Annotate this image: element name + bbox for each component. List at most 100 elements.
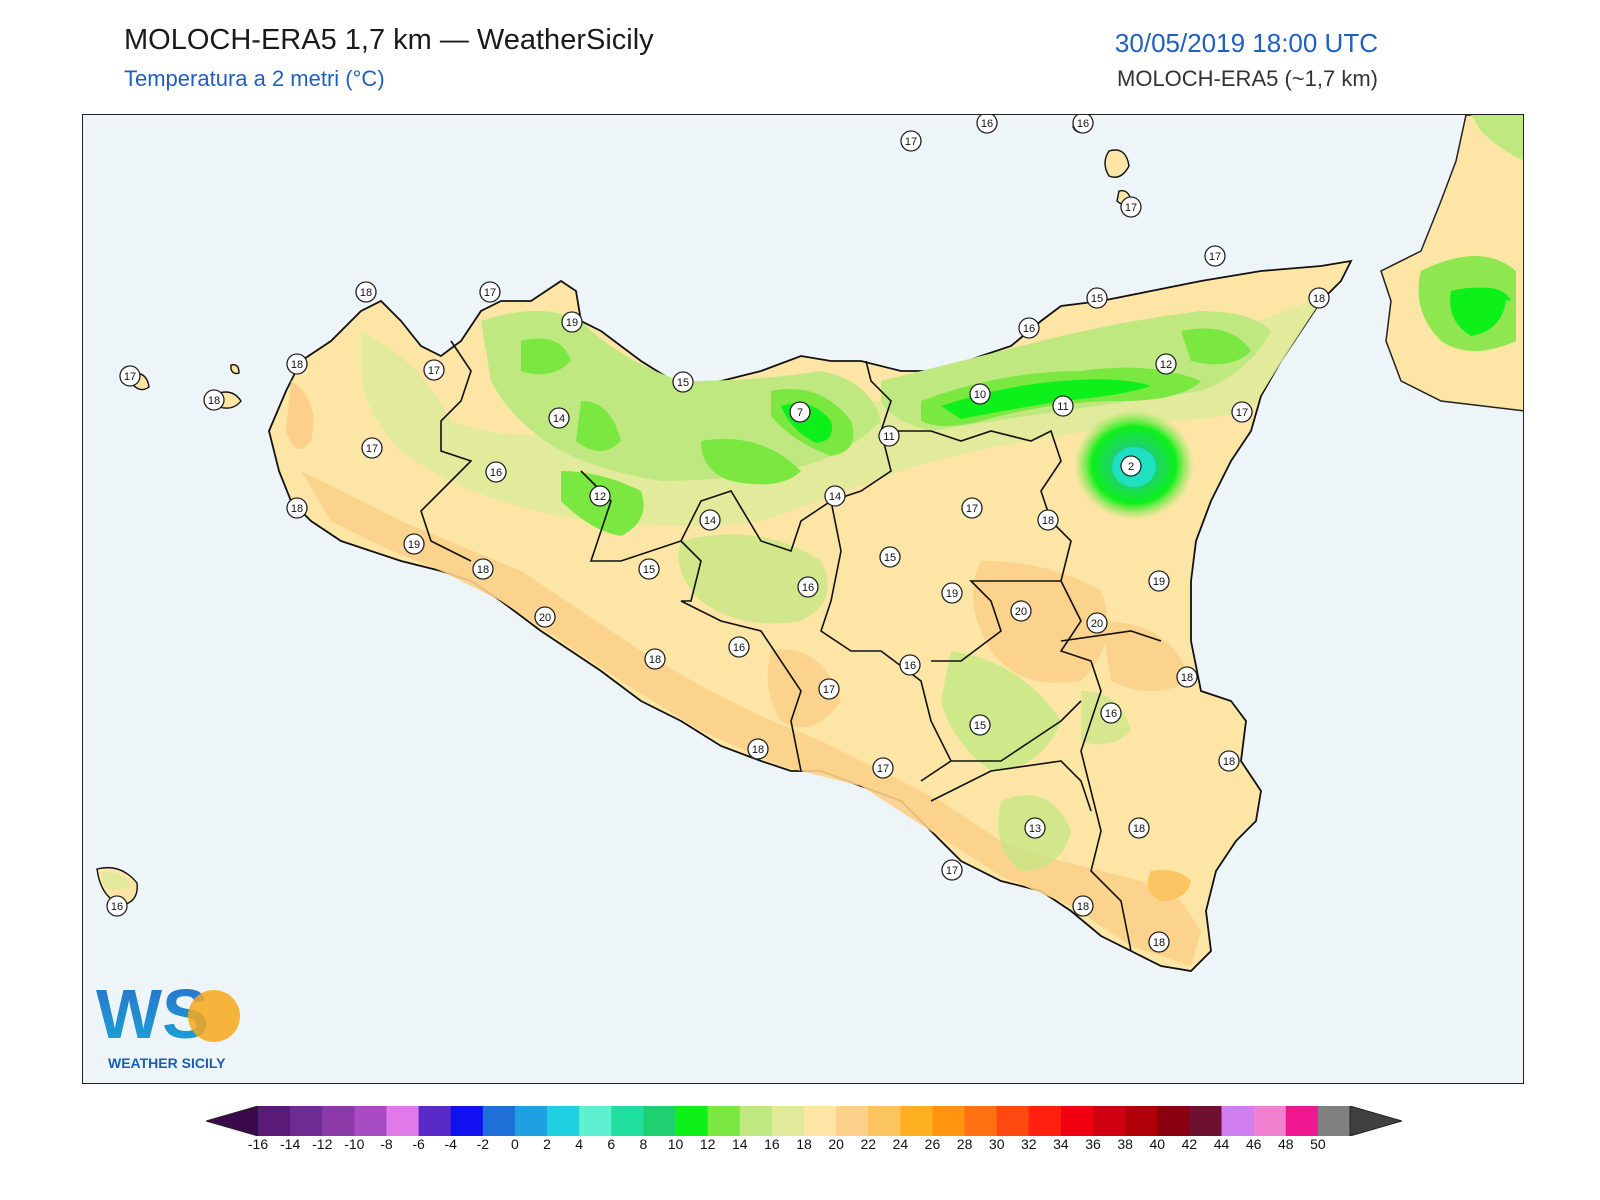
- temperature-label: 16: [485, 461, 507, 483]
- colorbar-tick-labels: -16 -14 -12 -10 -8 -6 -4 -2 0 2 4 6 8 10 12 14 16 18 20 22 2…: [206, 1136, 1402, 1156]
- temperature-label: 19: [403, 533, 425, 555]
- svg-text:7: 7: [797, 407, 803, 419]
- colorbar-segment: [771, 1106, 805, 1136]
- weather-sicily-logo: WS S WEATHER SICILY: [96, 975, 256, 1076]
- temperature-label: 16: [106, 895, 128, 917]
- svg-text:18: 18: [208, 395, 220, 407]
- temperature-label: 14: [699, 509, 721, 531]
- svg-text:18: 18: [291, 359, 303, 371]
- colorbar-segment: [514, 1106, 548, 1136]
- svg-text:17: 17: [823, 684, 835, 696]
- colorbar-segment: [900, 1106, 933, 1136]
- temperature-label: 17: [961, 497, 983, 519]
- svg-text:17: 17: [428, 365, 440, 377]
- colorbar-tick: -12: [312, 1136, 333, 1152]
- colorbar-segment: [964, 1106, 998, 1136]
- svg-text:15: 15: [974, 720, 986, 732]
- colorbar-min-arrow: [204, 1105, 259, 1137]
- map-title: MOLOCH-ERA5 1,7 km — WeatherSicily: [124, 24, 654, 56]
- colorbar-segment: [1317, 1106, 1351, 1136]
- temperature-label: 13: [1024, 817, 1046, 839]
- colorbar-tick: 42: [1181, 1136, 1198, 1152]
- colorbar-segment: [322, 1106, 355, 1136]
- colorbar-segment: [450, 1106, 484, 1136]
- temperature-label: 18: [286, 497, 308, 519]
- svg-text:16: 16: [981, 118, 993, 130]
- colorbar-segment: [1253, 1106, 1287, 1136]
- temperature-label: 16: [1018, 317, 1040, 339]
- colorbar-tick: 36: [1085, 1136, 1101, 1152]
- temperature-label: 17: [1231, 401, 1253, 423]
- temperature-label: 15: [879, 546, 901, 568]
- svg-text:18: 18: [291, 503, 303, 515]
- svg-text:17: 17: [124, 371, 136, 383]
- svg-text:18: 18: [1133, 823, 1145, 835]
- svg-text:16: 16: [490, 467, 502, 479]
- svg-text:2: 2: [1128, 461, 1134, 473]
- svg-text:16: 16: [1023, 323, 1035, 335]
- svg-text:18: 18: [1223, 756, 1235, 768]
- colorbar-tick: 8: [639, 1136, 648, 1152]
- map-panel[interactable]: 17 16 16 17 17 18 18 17 19 15 16 17 18 17 14 15 7 10 12 11 1…: [82, 114, 1524, 1084]
- temperature-label: 18: [1128, 817, 1150, 839]
- svg-text:19: 19: [566, 317, 578, 329]
- colorbar-segment: [1028, 1106, 1062, 1136]
- colorbar-tick: -16: [247, 1136, 269, 1152]
- temperature-label: 18: [286, 353, 308, 375]
- colorbar-segment: [1189, 1106, 1223, 1136]
- temperature-label: 11: [878, 425, 900, 447]
- colorbar-tick: 10: [667, 1136, 684, 1152]
- svg-text:15: 15: [1091, 293, 1103, 305]
- temperature-label: 18: [644, 648, 666, 670]
- temperature-label: 19: [941, 582, 963, 604]
- colorbar-segment: [579, 1106, 612, 1136]
- colorbar-tick: 50: [1310, 1136, 1326, 1152]
- colorbar-tick: 46: [1245, 1136, 1262, 1152]
- colorbar-segment: [1060, 1106, 1094, 1136]
- colorbar-tick: 24: [892, 1136, 909, 1152]
- logo-name: WEATHER SICILY: [108, 1055, 226, 1071]
- temperature-label: 18: [472, 558, 494, 580]
- colorbar-segment: [258, 1106, 291, 1136]
- svg-text:16: 16: [904, 660, 916, 672]
- svg-text:17: 17: [366, 443, 378, 455]
- svg-text:17: 17: [877, 763, 889, 775]
- colorbar-tick: -14: [279, 1136, 301, 1152]
- colorbar-segment: [836, 1106, 869, 1136]
- colorbar-segment: [1157, 1106, 1190, 1136]
- svg-text:20: 20: [1091, 618, 1103, 630]
- temperature-label: 17: [900, 130, 922, 152]
- colorbar-tick: 22: [860, 1136, 877, 1152]
- colorbar-tick: -10: [344, 1136, 365, 1152]
- svg-text:18: 18: [1313, 293, 1325, 305]
- colorbar-tick: 2: [543, 1136, 551, 1152]
- colorbar-max-arrow: [1349, 1105, 1404, 1137]
- svg-text:18: 18: [752, 744, 764, 756]
- svg-text:17: 17: [484, 287, 496, 299]
- svg-text:12: 12: [594, 491, 606, 503]
- svg-text:18: 18: [360, 287, 372, 299]
- colorbar-segment: [482, 1106, 516, 1136]
- colorbar-segment: [739, 1106, 773, 1136]
- colorbar-segment: [675, 1106, 709, 1136]
- temperature-label: 17: [941, 859, 963, 881]
- temperature-label: 17: [1204, 245, 1226, 267]
- temperature-label: 18: [1148, 931, 1170, 953]
- temperature-label: 18: [203, 389, 225, 411]
- temperature-label: 16: [797, 576, 819, 598]
- colorbar-tick: 38: [1117, 1136, 1133, 1152]
- colorbar-tick: 16: [764, 1136, 780, 1152]
- temperature-label: 18: [1218, 750, 1240, 772]
- svg-text:17: 17: [1236, 407, 1248, 419]
- colorbar-tick: 30: [988, 1136, 1005, 1152]
- temperature-label: 2: [1120, 455, 1142, 477]
- svg-text:11: 11: [883, 431, 894, 443]
- colorbar-tick: 12: [699, 1136, 716, 1152]
- svg-text:17: 17: [966, 503, 978, 515]
- colorbar-tick: 40: [1149, 1136, 1166, 1152]
- temperature-label: 16: [976, 115, 998, 134]
- svg-text:15: 15: [884, 552, 896, 564]
- temperature-label: 15: [638, 558, 660, 580]
- svg-text:14: 14: [704, 515, 716, 527]
- temperature-label: 19: [1148, 570, 1170, 592]
